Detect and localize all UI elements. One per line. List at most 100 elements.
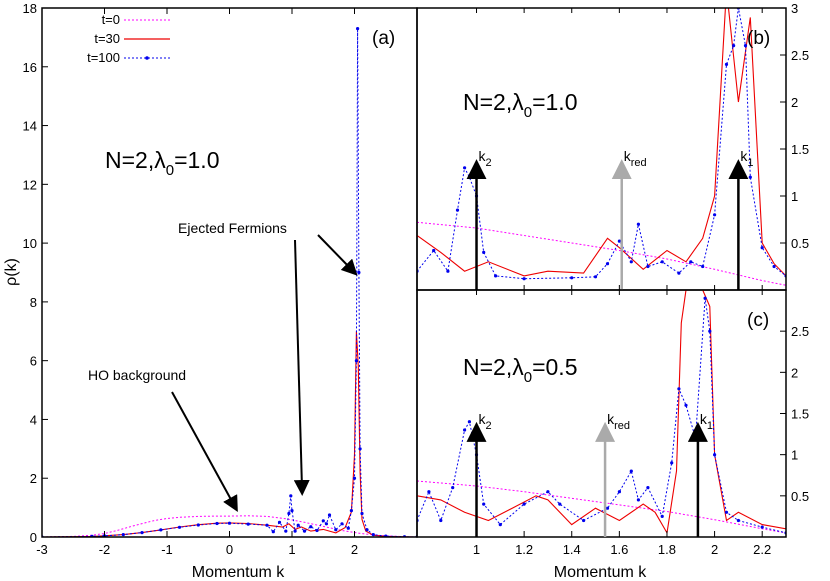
panel-a-t100-point: [324, 522, 328, 526]
panel-a-t100-point: [121, 533, 125, 537]
panel-b-t100-point: [494, 274, 498, 278]
panel-c-series-t100: [417, 298, 786, 534]
panel-a-ytick-label: 12: [23, 177, 37, 192]
panel-b-t100-point: [467, 175, 471, 179]
panel-a-t100-point: [265, 523, 269, 527]
ejected-arrow-down: [293, 239, 310, 496]
panel-a-xtick-label: -3: [36, 542, 48, 557]
panel-c-t100-point: [427, 490, 431, 494]
panel-a-t100-point: [346, 526, 350, 530]
panel-c-t100-point: [708, 329, 712, 333]
panel-c-t100-point: [677, 387, 681, 391]
panel-a-t100-point: [327, 513, 332, 517]
panel-a-xtick-label: -1: [161, 542, 173, 557]
panel-b-t100-point: [772, 264, 776, 269]
panel-b-t100-point: [617, 239, 622, 243]
panel-b-t100-point: [660, 260, 664, 264]
panel-c-xtick-label: 1.2: [515, 542, 533, 557]
panel-b-t100-point: [677, 271, 681, 275]
panel-a-xtick-label: 1: [288, 542, 295, 557]
panel-b-series-t100: [417, 8, 786, 280]
legend: t=0 t=30 t=100: [87, 12, 170, 65]
panel-c-t100-point: [684, 403, 688, 407]
panel-a-t100-point: [309, 525, 313, 529]
panel-a-t100-point: [215, 521, 219, 526]
panel-a-t100-point: [360, 511, 364, 516]
panel-c-t100-point: [693, 436, 698, 440]
panel-a-t100-point: [227, 521, 232, 525]
panel-c-xtick-label: 1.8: [658, 542, 676, 557]
panel-a-t100-point: [354, 359, 358, 363]
panel-a-t100-point: [289, 494, 293, 498]
panel-b-ytick-label: 3: [791, 1, 798, 16]
ho-background-label: HO background: [88, 367, 186, 383]
panel-c-series-t30: [417, 290, 786, 535]
panel-a-t100-point: [177, 525, 182, 529]
panel-a-xtick-label: 2: [351, 542, 358, 557]
panel-c-ytick-label: 0.5: [791, 489, 809, 504]
panel-a-ytick-label: 16: [23, 60, 37, 75]
panel-c-t100-point: [467, 420, 471, 424]
panel-c-arrow-label-k2: k2: [479, 411, 492, 432]
y-axis-label: ρ(k): [3, 258, 20, 286]
panel-a-t100-point: [159, 528, 163, 532]
panel-a-t100-point: [357, 270, 361, 275]
panel-c-xtick-label: 2.2: [753, 542, 771, 557]
panel-c-xtick-label: 2: [711, 542, 718, 557]
panel-a-t100-point: [246, 522, 250, 526]
panel-a-xtick-label: -2: [99, 542, 111, 557]
panel-b-t100-point: [605, 262, 610, 266]
panel-a-t100-point: [277, 520, 282, 524]
panel-c-ytick-label: 2: [791, 365, 798, 380]
panel-c-t100-point: [617, 490, 622, 494]
panel-b-t100-point: [743, 44, 748, 48]
panel-b-t100-point: [463, 166, 467, 170]
panel-c-t100-point: [546, 490, 550, 494]
panel-a-t100-point: [358, 447, 362, 451]
panel-b-t100-point: [701, 264, 705, 269]
panel-b-letter: (b): [747, 28, 770, 49]
ejected-arrow-right: [317, 234, 358, 276]
legend-t100-marker: [145, 56, 149, 60]
panel-c-t100-point: [703, 296, 707, 300]
panel-c-t100-point: [558, 502, 562, 506]
panel-a-t100-point: [290, 509, 294, 513]
panel-a-t100-point: [321, 519, 325, 523]
panel-c-letter: (c): [747, 310, 769, 331]
panel-c-t100-point: [736, 518, 741, 523]
panel-c-t100-point: [605, 506, 610, 510]
panel-c: 0.5 1 1.5 2 2.5 1 1.2 1.4 1.6 1.8 2 2.2 (c) N=2,λ0=…: [416, 289, 809, 581]
panel-b-t100-point: [713, 213, 717, 217]
panel-b-arrow-label-k1: k1: [740, 148, 753, 169]
panel-b-ytick-label: 2: [791, 95, 798, 110]
panel-c-t100-point: [451, 486, 455, 490]
ho-arrow: [171, 391, 238, 513]
panel-c-t100-point: [463, 428, 467, 432]
panel-a-letter: (a): [372, 28, 395, 49]
panel-c-xtick-label: 1.4: [563, 542, 581, 557]
panel-b-ytick-label: 1.5: [791, 142, 809, 157]
panel-c-t100-point: [670, 461, 674, 465]
panel-c-t100-point: [582, 518, 586, 523]
panel-b-series-t30: [417, 8, 786, 277]
panel-c-t100-point: [482, 502, 486, 506]
panel-b-t100-point: [748, 175, 752, 179]
panel-a-t100-point: [271, 530, 275, 534]
panel-b-t100-point: [446, 269, 450, 273]
panel-c-ytick-label: 1.5: [791, 407, 809, 422]
panel-c-arrow-label-kred: kred: [607, 411, 630, 432]
panel-b-arrow-label-k2: k2: [479, 148, 492, 169]
panel-b-t100-point: [760, 246, 764, 250]
panel-a-t100-point: [140, 531, 144, 535]
panel-c-t100-point: [713, 453, 717, 457]
panel-a-t100-point: [356, 27, 360, 31]
panel-c-t100-point: [439, 518, 443, 523]
panel-a-t100-point: [284, 529, 288, 533]
panel-a-ytick-label: 4: [30, 412, 37, 427]
panel-a-t100-point: [349, 509, 353, 513]
panel-c-t100-point: [646, 486, 650, 490]
panel-b-t100-point: [482, 250, 486, 254]
panel-b-arrow-label-kred: kred: [624, 148, 647, 169]
panel-c-ytick-label: 2.5: [791, 324, 809, 339]
